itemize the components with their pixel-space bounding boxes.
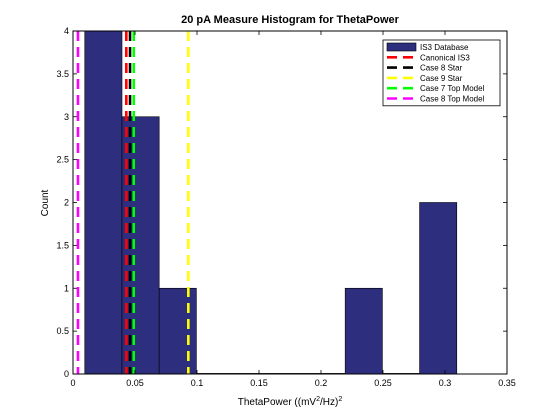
y-tick-label-1: 0.5 [56, 326, 69, 336]
legend-swatch-is3-database [386, 42, 417, 52]
y-tick-label-4: 2 [64, 198, 69, 208]
y-tick-label-8: 4 [64, 26, 69, 36]
x-tick-label-0: 0 [70, 378, 75, 388]
x-tick-label-7: 0.35 [498, 378, 516, 388]
histogram-bar-9 [419, 202, 458, 375]
y-tick-label-0: 0 [64, 369, 69, 379]
legend-label-canonical-is3: Canonical IS3 [420, 53, 470, 62]
chart-title: 20 pA Measure Histogram for ThetaPower [181, 14, 400, 26]
legend-label-case-8-top-model: Case 8 Top Model [420, 95, 485, 104]
y-tick-label-5: 2.5 [56, 155, 69, 165]
legend-label-case-9-star: Case 9 Star [420, 74, 463, 83]
y-tick-label-2: 1 [64, 283, 69, 293]
legend-label-is3-database: IS3 Database [420, 43, 469, 52]
x-axis-label: ThetaPower ((mV2/Hz)2 [238, 396, 343, 408]
x-axis-label-middle: /Hz) [320, 397, 338, 408]
histogram-bar-1 [121, 116, 160, 375]
reference-lines [76, 31, 190, 374]
y-tick-label-7: 3.5 [56, 69, 69, 79]
x-axis-ticks: 0 0.05 0.1 0.15 0.2 0.25 0.3 0.35 [70, 31, 516, 388]
y-tick-label-3: 1.5 [56, 240, 69, 250]
histogram-bar-7 [344, 287, 383, 375]
legend-label-case-7-top-model: Case 7 Top Model [420, 84, 485, 93]
x-axis-label-sup1: 2 [316, 396, 320, 403]
legend-label-case-8-star: Case 8 Star [420, 64, 463, 73]
y-axis-ticks: 0 0.5 1 1.5 2 2.5 3 3.5 4 [56, 26, 507, 379]
histogram-bar-2 [158, 287, 197, 375]
x-tick-label-3: 0.15 [250, 378, 268, 388]
histogram-bar-0 [84, 30, 123, 375]
x-tick-label-1: 0.05 [126, 378, 144, 388]
x-tick-label-2: 0.1 [191, 378, 204, 388]
y-tick-label-6: 3 [64, 112, 69, 122]
y-axis-label: Count [40, 189, 51, 216]
x-tick-label-6: 0.3 [439, 378, 452, 388]
x-tick-label-4: 0.2 [315, 378, 328, 388]
x-axis-label-sup2: 2 [338, 396, 342, 403]
x-axis-label-prefix: ThetaPower ((mV [238, 397, 317, 408]
histogram-bars [84, 30, 458, 375]
x-tick-label-5: 0.25 [374, 378, 392, 388]
